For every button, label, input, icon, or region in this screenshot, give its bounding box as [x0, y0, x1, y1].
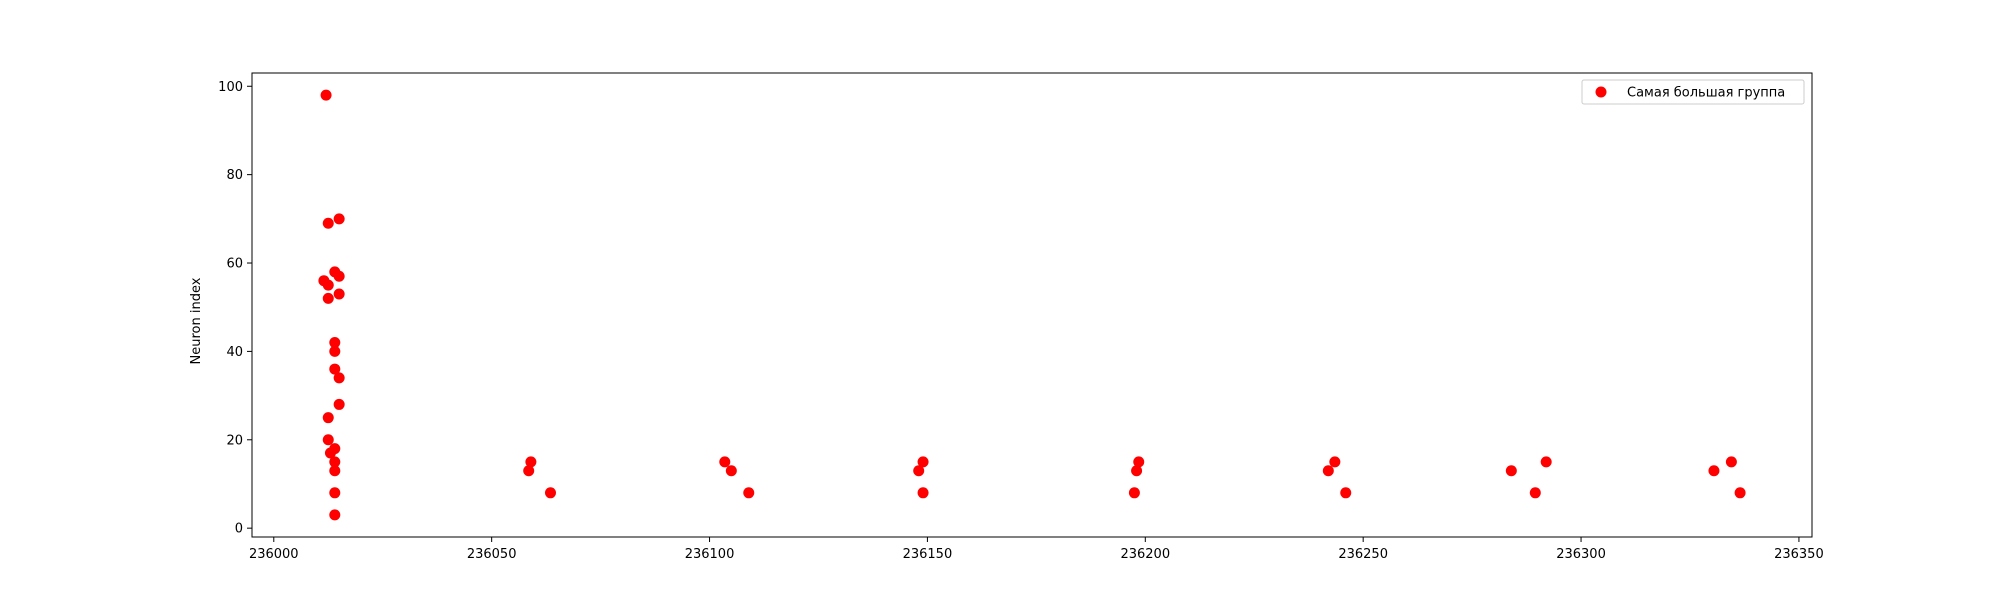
data-point — [523, 465, 535, 477]
x-tick-label: 236200 — [1120, 547, 1170, 562]
data-point — [322, 217, 334, 229]
data-point — [1131, 465, 1143, 477]
data-point — [525, 456, 537, 468]
x-tick-label: 236050 — [467, 547, 517, 562]
legend: Самая большая группа — [1581, 79, 1805, 105]
plot-frame — [251, 72, 1813, 538]
axes: 236000 236050 236100 236150 236200 236250 2363… — [218, 72, 1824, 562]
x-tick-label: 236100 — [685, 547, 735, 562]
data-point — [1529, 487, 1541, 499]
plot-marks — [318, 89, 1746, 521]
data-point — [1505, 465, 1517, 477]
legend-label: Самая большая группа — [1627, 86, 1785, 101]
data-point — [544, 487, 556, 499]
y-axis-label: Neuron index — [189, 277, 204, 364]
data-point — [1329, 456, 1341, 468]
data-point — [913, 465, 925, 477]
data-point — [322, 412, 334, 424]
data-point — [320, 89, 332, 101]
y-tick-label: 100 — [218, 80, 243, 95]
data-point — [333, 372, 345, 384]
data-point — [333, 398, 345, 410]
data-point — [917, 456, 929, 468]
data-point — [322, 434, 334, 446]
data-point — [329, 345, 341, 357]
data-point — [329, 456, 341, 468]
data-point — [1128, 487, 1140, 499]
data-point — [333, 270, 345, 282]
data-point — [1734, 487, 1746, 499]
data-point — [322, 292, 334, 304]
data-point — [743, 487, 755, 499]
data-point — [1708, 465, 1720, 477]
data-point — [333, 288, 345, 300]
data-point — [322, 279, 334, 291]
y-tick-label: 40 — [226, 345, 243, 360]
y-tick-label: 60 — [226, 257, 243, 272]
data-point — [329, 363, 341, 375]
data-point — [1133, 456, 1145, 468]
data-point — [329, 337, 341, 349]
data-point — [329, 487, 341, 499]
x-tick-label: 236000 — [249, 547, 299, 562]
data-point — [719, 456, 731, 468]
data-point — [333, 213, 345, 225]
data-point — [329, 509, 341, 521]
data-point — [1725, 456, 1737, 468]
data-point — [1340, 487, 1352, 499]
x-tick-label: 236300 — [1556, 547, 1606, 562]
y-tick-label: 0 — [235, 522, 243, 537]
x-tick-label: 236250 — [1338, 547, 1388, 562]
data-point — [1322, 465, 1334, 477]
data-point — [1540, 456, 1552, 468]
legend-box — [1581, 79, 1805, 105]
y-tick-label: 80 — [226, 168, 243, 183]
x-tick-label: 236350 — [1774, 547, 1824, 562]
x-tick-label: 236150 — [903, 547, 953, 562]
data-point — [324, 447, 336, 459]
data-point — [725, 465, 737, 477]
y-tick-label: 20 — [226, 433, 243, 448]
legend-marker — [1595, 86, 1607, 98]
data-point — [329, 465, 341, 477]
data-point — [917, 487, 929, 499]
